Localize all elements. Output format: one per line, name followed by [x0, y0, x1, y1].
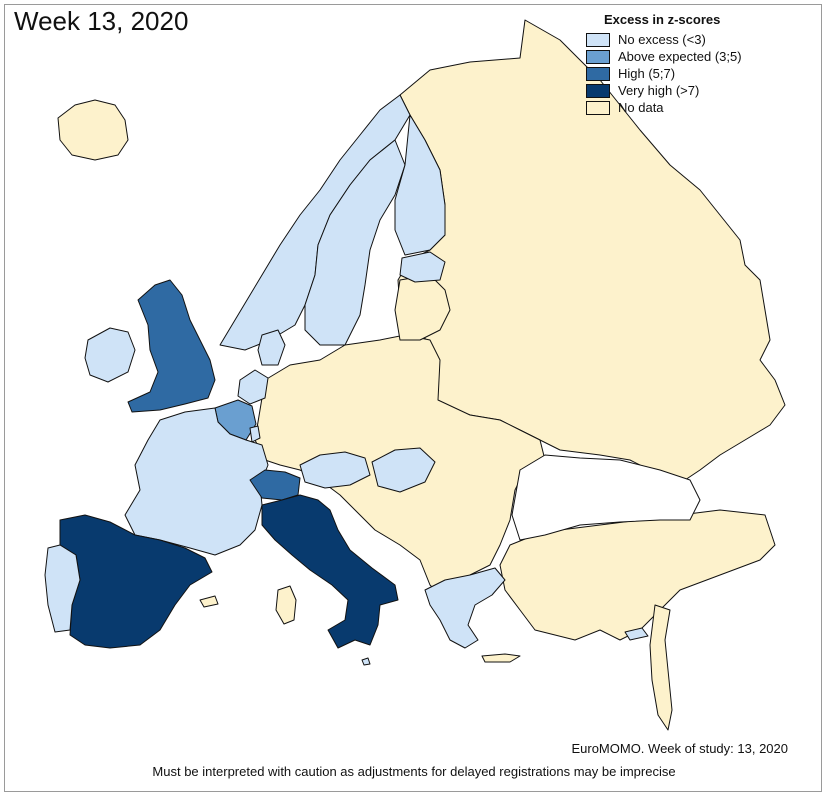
region-cyprus [624, 627, 649, 641]
region-hungary [371, 447, 436, 493]
region-italy [261, 494, 399, 649]
map-title: Week 13, 2020 [14, 6, 189, 36]
legend-swatch [586, 100, 610, 115]
region-sardinia [275, 585, 297, 625]
legend-item-high: High (5;7) [586, 65, 786, 82]
legend-label: High (5;7) [618, 66, 676, 81]
region-malta [361, 657, 371, 666]
region-finland [394, 114, 446, 256]
legend-label: No excess (<3) [618, 32, 706, 47]
region-crete [481, 653, 521, 663]
region-france [124, 407, 269, 556]
region-levant [649, 604, 673, 731]
region-switzerland [249, 469, 301, 501]
legend-label: No data [618, 100, 664, 115]
legend-swatch [586, 32, 610, 47]
region-denmark [257, 329, 286, 366]
legend-item-no-data: No data [586, 99, 786, 116]
legend-item-no-excess: No excess (<3) [586, 31, 786, 48]
region-ireland [84, 327, 136, 383]
region-austria [299, 451, 371, 489]
legend-title: Excess in z-scores [604, 12, 721, 27]
legend: Excess in z-scores No excess (<3) Above … [586, 12, 786, 116]
region-uk [127, 279, 216, 413]
region-greece [424, 567, 506, 649]
legend-item-above-expected: Above expected (3;5) [586, 48, 786, 65]
caution-note: Must be interpreted with caution as adju… [152, 764, 676, 779]
region-iceland [57, 99, 129, 161]
region-netherlands [237, 369, 269, 405]
region-balearics [199, 595, 219, 608]
region-sweden [304, 139, 406, 346]
region-black-sea [511, 454, 701, 541]
source-note: EuroMOMO. Week of study: 13, 2020 [571, 741, 788, 756]
legend-swatch [586, 83, 610, 98]
region-estonia [399, 251, 446, 283]
legend-swatch [586, 66, 610, 81]
legend-item-very-high: Very high (>7) [586, 82, 786, 99]
legend-label: Above expected (3;5) [618, 49, 742, 64]
region-portugal [44, 544, 81, 633]
region-luxembourg [249, 425, 261, 443]
legend-label: Very high (>7) [618, 83, 700, 98]
legend-swatch [586, 49, 610, 64]
